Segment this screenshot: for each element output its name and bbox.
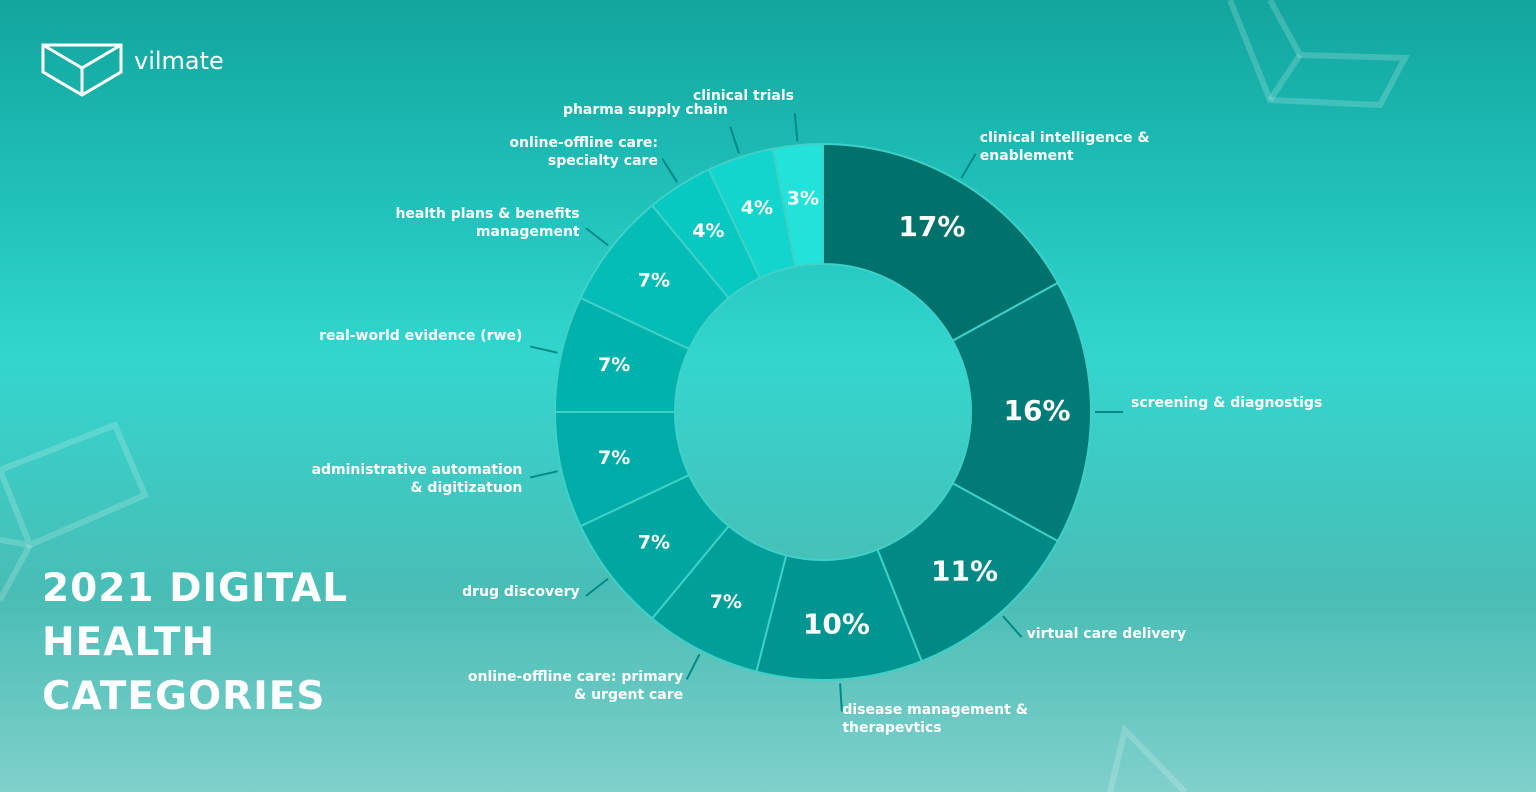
leader-line xyxy=(685,653,701,680)
category-label: disease management & therapevtics xyxy=(842,702,1028,737)
value-label: 10% xyxy=(803,608,870,641)
leader-line xyxy=(960,153,977,179)
leader-line xyxy=(661,158,679,183)
leader-line xyxy=(530,470,558,479)
decoration xyxy=(0,0,1405,792)
category-label: drug discovery xyxy=(462,583,580,600)
category-label: screening & diagnostigs xyxy=(1131,395,1323,411)
logo-icon xyxy=(41,43,123,97)
category-label: virtual care delivery xyxy=(1026,626,1187,643)
category-label: health plans & benefits management xyxy=(395,206,580,241)
value-label: 3% xyxy=(787,187,819,209)
leader-line xyxy=(585,577,609,597)
category-label: clinical intelligence & enablement xyxy=(979,129,1150,164)
value-label: 16% xyxy=(1003,394,1070,427)
value-label: 17% xyxy=(898,210,965,243)
value-label: 4% xyxy=(692,220,724,242)
leader-line xyxy=(839,683,843,712)
leader-line xyxy=(793,113,799,142)
category-label: pharma supply chain xyxy=(562,102,728,119)
logo: vilmate xyxy=(134,47,224,75)
value-label: 7% xyxy=(638,269,670,291)
chart-title: 2021 DIGITAL HEALTH CATEGORIES xyxy=(42,566,349,719)
value-label: 7% xyxy=(710,591,742,613)
leader-line xyxy=(585,227,609,247)
donut-slice xyxy=(822,142,1060,343)
value-label: 7% xyxy=(598,447,630,469)
value-label: 7% xyxy=(638,532,670,554)
leader-line xyxy=(1002,615,1023,638)
value-label: 11% xyxy=(931,555,998,588)
category-label: real-world evidence (rwe) xyxy=(319,327,523,344)
category-label: online-offline care: primary & urgent ca… xyxy=(467,669,684,704)
category-label: clinical trials xyxy=(692,88,794,105)
value-label: 7% xyxy=(598,354,630,376)
category-label: online-offline care: specialty care xyxy=(509,134,658,169)
value-label: 4% xyxy=(741,197,773,219)
leader-line xyxy=(530,345,558,354)
category-label: administrative automation & digitizatuon xyxy=(311,462,523,497)
donut-slice xyxy=(771,142,824,268)
donut-slice xyxy=(951,281,1092,543)
leader-line xyxy=(729,126,740,154)
